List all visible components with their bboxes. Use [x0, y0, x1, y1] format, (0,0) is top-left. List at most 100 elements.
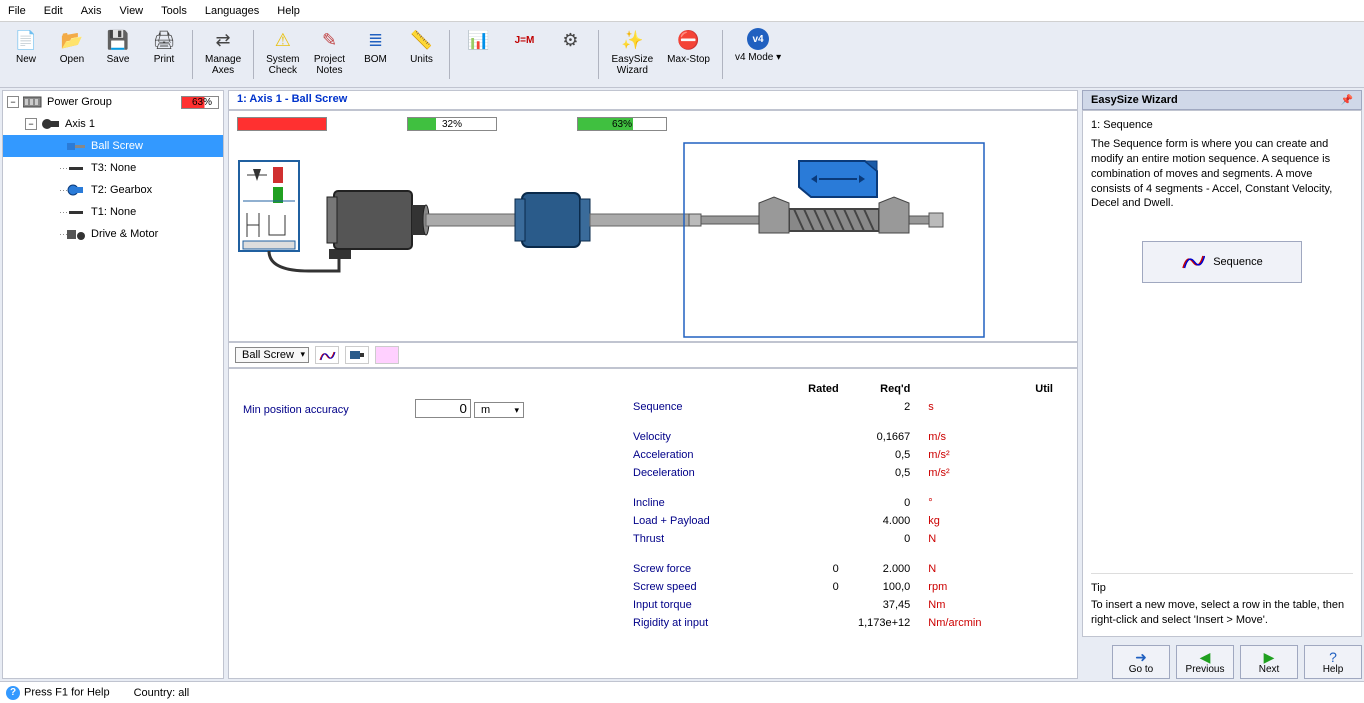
col-rated: Rated [782, 381, 846, 397]
toolbar-label: ManageAxes [205, 54, 241, 76]
tree-item-icon [67, 161, 87, 175]
row-unit: N [920, 531, 997, 547]
toolbar-label: SystemCheck [266, 54, 299, 76]
menu-file[interactable]: File [8, 5, 26, 17]
col-reqd: Req'd [849, 381, 919, 397]
nav-go-to[interactable]: ➜ Go to [1112, 645, 1170, 679]
wizard-step: 1: Sequence [1091, 119, 1353, 131]
row-label: Velocity [625, 429, 780, 445]
nav-help[interactable]: ? Help [1304, 645, 1362, 679]
component-combo[interactable]: Ball Screw [235, 347, 309, 363]
row-label: Incline [625, 495, 780, 511]
row-label: Sequence [625, 399, 780, 415]
toolbar-units[interactable]: 📏 Units [399, 24, 443, 85]
row-rated [782, 615, 846, 631]
expander-icon[interactable]: − [7, 96, 19, 108]
min-pos-accuracy-unit[interactable]: m [474, 402, 524, 418]
nav-icon: ◀ [1200, 650, 1211, 664]
row-util [1000, 429, 1061, 445]
row-unit: s [920, 399, 997, 415]
toolbar-bom[interactable]: ≣ BOM [353, 24, 397, 85]
toolbar-easysize-wizard[interactable]: ✨ EasySizeWizard [605, 24, 659, 85]
toolbar-label: ProjectNotes [314, 54, 345, 76]
toolbar-open[interactable]: 📂 Open [50, 24, 94, 85]
tip-text: To insert a new move, select a row in th… [1091, 598, 1353, 628]
row-reqd: 4.000 [849, 513, 919, 529]
toolbar-j-m[interactable]: J=M [502, 24, 546, 85]
motor-icon[interactable] [345, 346, 369, 364]
toolbar-new[interactable]: 📄 New [4, 24, 48, 85]
row-rated: 0 [782, 579, 846, 595]
toolbar-print[interactable]: 🖨 Print [142, 24, 186, 85]
profile-graph-icon[interactable] [315, 346, 339, 364]
toolbar-icon: ⇄ [211, 28, 235, 52]
main-area: − Power Group 63% − Axis 1 Ball Screw ⋯ … [0, 88, 1364, 681]
status-country: Country: all [134, 687, 190, 699]
tree-root-pct: 63% [181, 96, 219, 109]
toolbar--[interactable]: 📊 [456, 24, 500, 85]
toolbar-separator [722, 30, 723, 79]
toolbar-max-stop[interactable]: ⛔ Max-Stop [661, 24, 716, 85]
wizard-nav: ➜ Go to ◀ Previous ▶ Next ? Help [1082, 637, 1362, 679]
table-row: Thrust 0 N [625, 531, 1061, 547]
row-label: Acceleration [625, 447, 780, 463]
nav-icon: ▶ [1264, 650, 1275, 664]
params-right: Rated Req'd Util Sequence 2 s Velocity 0… [623, 379, 1063, 668]
toolbar-system-check[interactable]: ⚠ SystemCheck [260, 24, 305, 85]
toolbar-manage-axes[interactable]: ⇄ ManageAxes [199, 24, 247, 85]
nav-previous[interactable]: ◀ Previous [1176, 645, 1234, 679]
min-pos-accuracy-input[interactable] [415, 399, 471, 418]
tree-item-label: Ball Screw [91, 140, 143, 152]
nav-next[interactable]: ▶ Next [1240, 645, 1298, 679]
row-rated: 0 [782, 561, 846, 577]
utilization-bar-1: 32% [407, 117, 497, 131]
tree-root[interactable]: − Power Group 63% [3, 91, 223, 113]
nav-label: Go to [1129, 664, 1153, 675]
menu-languages[interactable]: Languages [205, 5, 259, 17]
tree-item-t2-gearbox[interactable]: ⋯ T2: Gearbox [3, 179, 223, 201]
highlight-icon[interactable] [375, 346, 399, 364]
toolbar-icon: v4 [747, 28, 769, 50]
row-label: Deceleration [625, 465, 780, 481]
row-rated [782, 447, 846, 463]
nav-label: Next [1259, 664, 1280, 675]
menu-view[interactable]: View [119, 5, 143, 17]
row-reqd: 2.000 [849, 561, 919, 577]
pin-icon[interactable]: 📌 [1341, 95, 1353, 106]
toolbar-label: Print [154, 54, 175, 65]
toolbar--[interactable]: ⚙ [548, 24, 592, 85]
toolbar-icon: ⛔ [677, 28, 701, 52]
tree-item-ball-screw[interactable]: Ball Screw [3, 135, 223, 157]
statusbar: ?Press F1 for Help Country: all [0, 681, 1364, 703]
row-unit: m/s [920, 429, 997, 445]
table-row: Input torque 37,45 Nm [625, 597, 1061, 613]
toolbar-label: Max-Stop [667, 54, 710, 65]
help-icon: ? [6, 686, 20, 700]
expander-icon[interactable]: − [25, 118, 37, 130]
row-reqd: 0,5 [849, 465, 919, 481]
menu-help[interactable]: Help [277, 5, 300, 17]
toolbar-v4-mode-[interactable]: v4 v4 Mode ▾ [729, 24, 787, 85]
menu-tools[interactable]: Tools [161, 5, 187, 17]
toolbar-icon: 📄 [14, 28, 38, 52]
row-rated [782, 429, 846, 445]
row-unit: kg [920, 513, 997, 529]
row-rated [782, 597, 846, 613]
table-row: Deceleration 0,5 m/s² [625, 465, 1061, 481]
menu-edit[interactable]: Edit [44, 5, 63, 17]
toolbar-icon: J=M [512, 28, 536, 52]
tree-item-t1-none[interactable]: ⋯ T1: None [3, 201, 223, 223]
row-unit: m/s² [920, 465, 997, 481]
tree-axis[interactable]: − Axis 1 [3, 113, 223, 135]
toolbar-project-notes[interactable]: ✎ ProjectNotes [307, 24, 351, 85]
tree-item-drive-motor[interactable]: ⋯ Drive & Motor [3, 223, 223, 245]
tree-item-t3-none[interactable]: ⋯ T3: None [3, 157, 223, 179]
toolbar-icon: 📏 [409, 28, 433, 52]
wizard-text: The Sequence form is where you can creat… [1091, 137, 1353, 211]
toolbar-save[interactable]: 💾 Save [96, 24, 140, 85]
row-reqd: 0,5 [849, 447, 919, 463]
table-row: Sequence 2 s [625, 399, 1061, 415]
row-unit: m/s² [920, 447, 997, 463]
sequence-button[interactable]: Sequence [1142, 241, 1302, 283]
menu-axis[interactable]: Axis [81, 5, 102, 17]
